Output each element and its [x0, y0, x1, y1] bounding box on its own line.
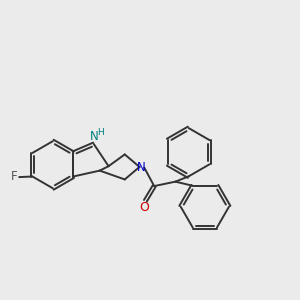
- Text: N: N: [90, 130, 99, 143]
- Text: N: N: [136, 161, 145, 174]
- Text: H: H: [97, 128, 104, 137]
- Text: F: F: [11, 170, 18, 183]
- Text: O: O: [139, 201, 149, 214]
